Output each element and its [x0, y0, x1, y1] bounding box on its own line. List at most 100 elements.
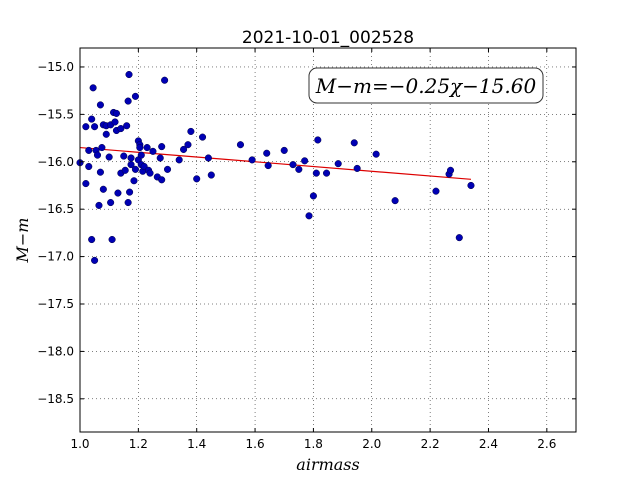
- data-point: [91, 256, 99, 264]
- y-tick-label: −15.5: [37, 107, 74, 121]
- data-point: [175, 156, 183, 164]
- x-tick-label: 1.6: [246, 437, 265, 451]
- annotation-frame: [308, 67, 544, 104]
- data-point: [126, 188, 134, 196]
- annotation-box: M−m=−0.25χ−15.60: [308, 67, 544, 104]
- data-point: [184, 141, 192, 149]
- data-point: [93, 151, 102, 159]
- data-point: [305, 212, 313, 220]
- data-point: [112, 109, 121, 117]
- x-tick-label: 1.8: [304, 437, 323, 451]
- y-tick-label: −16.5: [37, 202, 74, 216]
- data-point: [124, 97, 132, 105]
- data-point: [301, 157, 309, 165]
- data-point: [295, 165, 303, 173]
- data-point: [98, 144, 106, 152]
- data-point: [111, 118, 119, 126]
- data-point: [350, 139, 358, 147]
- data-point: [263, 149, 271, 157]
- ticks: 1.0 1.2 1.4 1.6 1.8 2.0 2.2 2.4 2.6 −15.0 −15.5 −16…: [37, 48, 576, 451]
- x-tick-label: 1.0: [70, 437, 89, 451]
- data-point: [446, 166, 455, 174]
- data-point: [88, 115, 96, 123]
- data-point: [248, 156, 256, 164]
- x-tick-label: 1.2: [129, 437, 148, 451]
- grid: [79, 48, 576, 432]
- data-point: [391, 197, 399, 205]
- x-axis-label: airmass: [296, 455, 359, 474]
- data-point: [107, 198, 115, 207]
- data-point: [105, 153, 113, 161]
- x-tick-label: 2.6: [537, 437, 556, 451]
- data-point: [108, 235, 116, 244]
- data-point: [314, 136, 322, 144]
- data-point: [137, 151, 145, 159]
- y-tick-label: −16.0: [37, 155, 74, 169]
- y-tick-label: −18.5: [37, 392, 74, 406]
- data-point: [125, 70, 133, 79]
- data-point: [146, 169, 154, 177]
- data-point: [114, 189, 122, 197]
- data-point: [207, 171, 215, 179]
- data-point: [158, 176, 166, 184]
- y-tick-label: −18.0: [37, 344, 74, 358]
- data-point: [121, 166, 129, 174]
- data-point: [99, 185, 107, 193]
- data-point: [280, 146, 288, 154]
- x-tick-label: 2.4: [479, 437, 498, 451]
- data-point: [236, 141, 245, 149]
- data-point: [193, 175, 201, 183]
- data-point: [289, 161, 297, 169]
- data-point: [312, 169, 320, 177]
- data-point: [204, 154, 212, 162]
- data-point: [96, 101, 104, 109]
- data-point: [120, 152, 128, 160]
- data-point: [158, 143, 166, 151]
- data-point: [102, 130, 110, 138]
- data-point: [91, 123, 99, 131]
- data-point: [143, 144, 151, 152]
- fit-line: [79, 146, 472, 180]
- data-point: [124, 198, 132, 207]
- data-point: [467, 181, 475, 190]
- data-point: [156, 154, 164, 162]
- data-point: [131, 165, 139, 173]
- data-point: [88, 235, 96, 244]
- data-point: [455, 234, 463, 242]
- data-point: [95, 201, 103, 209]
- data-point: [149, 147, 157, 155]
- data-point: [198, 133, 207, 141]
- data-point: [117, 125, 125, 133]
- data-point: [85, 162, 93, 171]
- data-point: [322, 169, 331, 177]
- data-point: [130, 177, 138, 185]
- data-point: [163, 165, 172, 173]
- data-point: [136, 144, 144, 152]
- y-tick-label: −17.5: [37, 297, 74, 311]
- data-point: [82, 123, 90, 131]
- data-point: [264, 162, 272, 170]
- data-point: [123, 122, 131, 130]
- y-tick-label: −15.0: [37, 60, 74, 74]
- data-point: [180, 145, 188, 154]
- data-point: [131, 92, 139, 100]
- data-point: [127, 154, 135, 162]
- data-point: [372, 150, 380, 158]
- data-point: [96, 168, 104, 176]
- data-point: [432, 187, 440, 195]
- y-tick-label: −17.0: [37, 250, 74, 264]
- data-point: [309, 192, 317, 200]
- y-axis-label: M−m: [13, 218, 32, 264]
- annotation-text: M−m=−0.25χ−15.60: [315, 74, 537, 98]
- data-point: [334, 160, 342, 168]
- chart-title: 2021-10-01_002528: [242, 28, 414, 48]
- data-points: [76, 70, 475, 264]
- fit-line-group: [79, 146, 472, 180]
- x-tick-label: 2.2: [421, 437, 440, 451]
- data-point: [82, 180, 90, 188]
- data-point: [85, 146, 93, 154]
- plot-frame: [79, 47, 577, 433]
- x-tick-label: 2.0: [362, 437, 381, 451]
- data-point: [353, 164, 361, 172]
